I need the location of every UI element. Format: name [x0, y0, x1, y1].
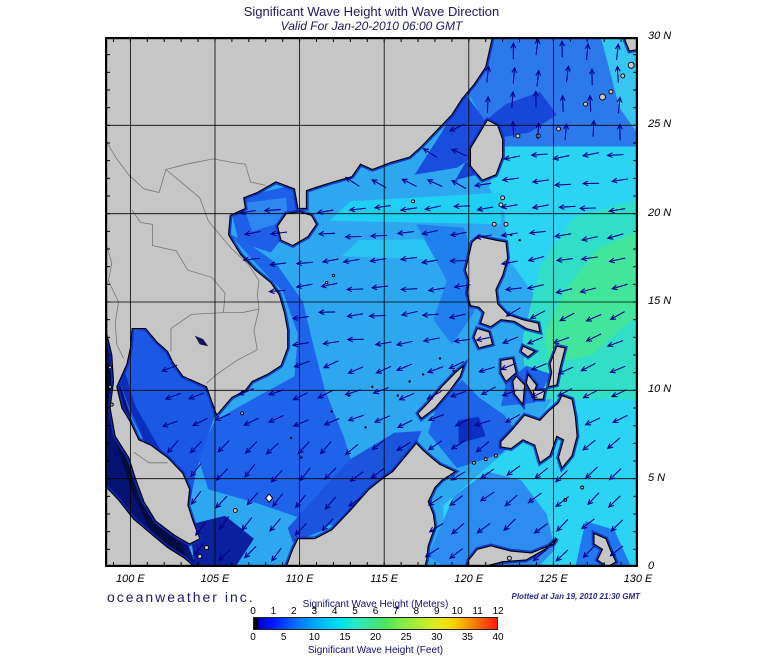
- meters-tick: 6: [372, 606, 379, 617]
- meters-tick: 12: [492, 606, 504, 617]
- feet-tick: 5: [280, 632, 287, 643]
- ocean-region-celebes: [428, 471, 556, 567]
- wave-height-colorbar: [253, 617, 498, 630]
- ocean-region-sulu-dark: [458, 416, 486, 444]
- lon-label: 130 E: [623, 573, 653, 585]
- legend-meters-title: Significant Wave Height (Meters): [302, 599, 449, 610]
- ocean-region-ecs-dark-blob: [484, 91, 557, 140]
- meters-tick: 9: [433, 606, 440, 617]
- feet-tick: 35: [461, 632, 473, 643]
- ocean-region-green-patch: [544, 231, 638, 364]
- feet-tick: 20: [369, 632, 382, 643]
- meters-tick: 11: [472, 606, 483, 617]
- feet-tick: 10: [308, 632, 320, 643]
- meters-tick: 8: [413, 606, 420, 617]
- feet-tick: 0: [250, 632, 256, 643]
- feet-tick: 15: [339, 632, 351, 643]
- lat-label: 30 N: [648, 30, 672, 42]
- land-mindoro: [473, 327, 494, 349]
- ocean-region-tonkin-bright: [242, 197, 288, 232]
- meters-tick: 4: [331, 606, 338, 617]
- land-mainland: [104, 36, 494, 545]
- lat-label: 5 N: [648, 471, 666, 484]
- lat-label: 0: [648, 560, 655, 572]
- lat-label: 15 N: [648, 295, 672, 307]
- oceanweather-logo-text: oceanweather inc.: [107, 589, 255, 605]
- meters-tick: 7: [393, 606, 399, 617]
- meters-tick: 2: [291, 606, 297, 617]
- meters-tick: 5: [352, 606, 358, 617]
- feet-tick: 40: [492, 632, 504, 643]
- ocean-region-andaman-black: [105, 355, 192, 567]
- ocean-region-karimata-dark: [189, 515, 254, 567]
- lon-label: 105 E: [200, 573, 230, 585]
- wave-map-svg: [102, 34, 641, 570]
- plotted-timestamp: Plotted at Jan 19, 2010 21:30 GMT: [511, 592, 641, 601]
- feet-tick: 25: [400, 632, 412, 643]
- legend-feet-title: Significant Wave Height (Feet): [307, 645, 444, 656]
- ocean-region-gulf-thai: [118, 330, 215, 514]
- lon-label: 125 E: [539, 573, 568, 585]
- land-taiwan: [469, 119, 504, 181]
- meters-tick: 0: [250, 606, 256, 617]
- lake-tonle-sap: [194, 335, 209, 347]
- land-mindanao: [500, 394, 578, 470]
- lat-label: 20 N: [648, 206, 672, 219]
- lon-label: 120 E: [454, 573, 484, 585]
- lat-label: 25 N: [648, 118, 672, 131]
- lon-label: 110 E: [285, 573, 314, 585]
- ocean-region-andaman-dark: [105, 330, 197, 567]
- land-samar-leyte: [547, 345, 566, 388]
- lon-label: 115 E: [370, 573, 399, 585]
- lat-label: 10 N: [648, 383, 672, 396]
- land-masbate: [520, 345, 536, 358]
- valid-time-subtitle: Valid For Jan-20-2010 06:00 GMT: [280, 19, 463, 33]
- ocean-region-borneo-nw: [287, 431, 422, 543]
- island-natuna: [264, 493, 274, 503]
- feet-tick: 30: [431, 632, 443, 643]
- ocean-region-ecs-cyan-edge: [600, 37, 638, 135]
- land-hainan: [277, 211, 318, 247]
- land-luzon: [464, 236, 541, 333]
- map-frame: [102, 34, 641, 570]
- ocean-region-vn-swath: [198, 233, 359, 529]
- meters-tick: 3: [311, 606, 318, 617]
- meters-tick: 10: [451, 606, 463, 617]
- page-title: Significant Wave Height with Wave Direct…: [243, 4, 500, 19]
- lon-label: 100 E: [116, 573, 145, 585]
- meters-tick: 1: [270, 606, 277, 617]
- wave-direction-arrows: [160, 37, 629, 562]
